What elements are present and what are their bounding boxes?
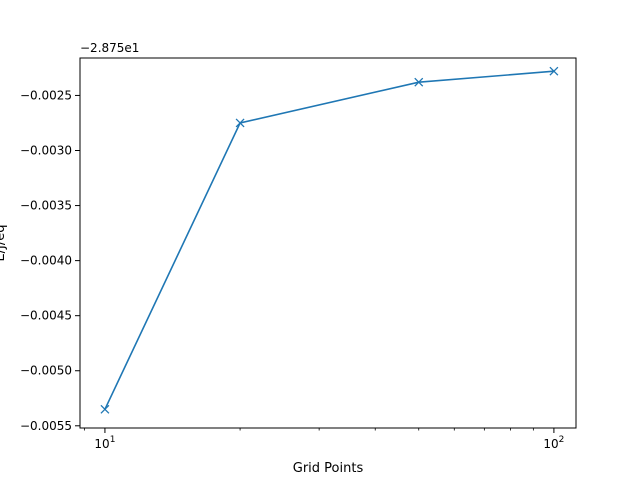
marker-stroke [100, 404, 110, 414]
y-tick-label: −0.0040 [20, 254, 72, 268]
y-tick-label: −0.0050 [20, 364, 72, 378]
data-point-marker [549, 66, 559, 76]
x-axis: 101 102 [83, 428, 564, 451]
y-axis: −0.0055 −0.0050 −0.0045 −0.0040 −0.0035 −0.00… [20, 88, 80, 433]
plot-frame [79, 57, 577, 429]
y-tick-label: −0.0045 [20, 309, 72, 323]
x-tick-label: 101 [94, 435, 115, 451]
data-point-marker [100, 404, 110, 414]
y-offset-text: −2.875e1 [80, 41, 139, 55]
plot-area-background [80, 58, 576, 428]
y-tick-label: −0.0035 [20, 199, 72, 213]
y-tick-label: −0.0025 [20, 88, 72, 102]
series-line [104, 70, 554, 410]
data-point-marker [414, 77, 424, 87]
y-axis-label: E/J/eq [0, 224, 8, 261]
x-axis-label: Grid Points [293, 461, 364, 476]
marker-stroke [549, 66, 559, 76]
marker-stroke [414, 77, 424, 87]
data-point-marker [235, 118, 245, 128]
y-tick-label: −0.0055 [20, 419, 72, 433]
series-layer [100, 66, 559, 414]
x-tick-label: 102 [543, 435, 564, 451]
marker-stroke [235, 118, 245, 128]
y-tick-label: −0.0030 [20, 144, 72, 158]
